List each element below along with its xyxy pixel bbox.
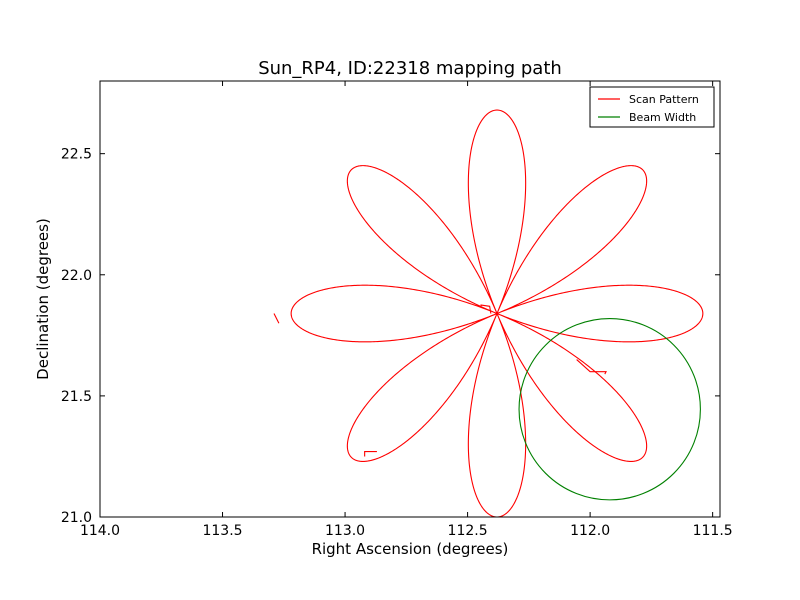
scan-pattern-segment xyxy=(576,359,607,375)
legend-label-scan-pattern: Scan Pattern xyxy=(629,93,699,106)
y-axis-title: Declination (degrees) xyxy=(34,218,52,380)
legend-label-beam-width: Beam Width xyxy=(629,111,696,124)
x-tick-label: 112.5 xyxy=(448,523,488,539)
x-tick-label: 113.5 xyxy=(202,523,242,539)
legend: Scan Pattern Beam Width xyxy=(589,86,715,128)
y-tick-label: 21.0 xyxy=(61,510,92,526)
y-tick-label: 21.5 xyxy=(61,389,92,405)
ticks-layer: 114.0 113.5 113.0 112.5 112.0 111.5 21.0 21.5 22… xyxy=(61,81,733,539)
chart-title: Sun_RP4, ID:22318 mapping path xyxy=(258,58,562,79)
plot-frame xyxy=(99,80,721,518)
scan-pattern-segment xyxy=(480,304,492,314)
x-tick-label: 112.0 xyxy=(570,523,610,539)
x-tick-label: 111.5 xyxy=(693,523,733,539)
scan-pattern-line xyxy=(290,109,704,517)
x-axis-title: Right Ascension (degrees) xyxy=(312,540,509,558)
y-tick-label: 22.0 xyxy=(61,268,92,284)
x-tick-label: 114.0 xyxy=(80,523,120,539)
beam-width-circle xyxy=(518,317,701,501)
y-tick-label: 22.5 xyxy=(61,147,92,163)
series-layer xyxy=(273,109,704,517)
x-tick-label: 113.0 xyxy=(325,523,365,539)
scan-pattern-segment xyxy=(364,451,377,457)
legend-box xyxy=(589,86,715,128)
scan-pattern-segment xyxy=(273,313,280,324)
